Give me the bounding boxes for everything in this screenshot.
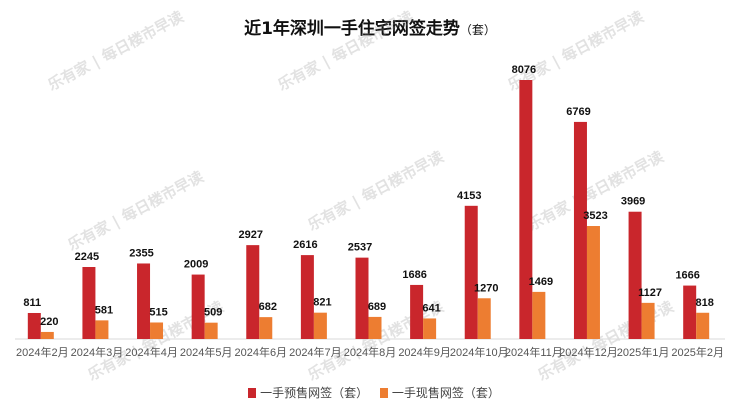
x-tick-label: 2024年5月 <box>180 345 233 359</box>
x-tick-label: 2024年9月 <box>398 345 451 359</box>
bar-spot <box>423 318 437 339</box>
legend-swatch-presale <box>248 388 257 398</box>
data-label: 2009 <box>184 259 208 271</box>
bar-presale <box>27 312 41 339</box>
bar-spot <box>150 322 164 339</box>
bar-presale <box>82 267 96 339</box>
title-unit: （套） <box>459 23 496 37</box>
legend-label-presale: 一手预售网签（套） <box>260 386 369 400</box>
data-label: 8076 <box>512 64 536 76</box>
legend-swatch-spot <box>379 388 388 398</box>
bar-presale <box>410 284 424 339</box>
legend-label-spot: 一手现售网签（套） <box>391 386 500 400</box>
data-label: 2537 <box>348 242 372 254</box>
bar-presale <box>246 245 260 339</box>
bar-presale <box>573 121 587 339</box>
data-label: 509 <box>204 307 222 319</box>
title-text: 近1年深圳一手住宅网签走势 <box>244 19 460 39</box>
data-label: 682 <box>259 301 277 313</box>
bar-presale <box>300 255 314 339</box>
bar-spot <box>40 331 54 339</box>
bar-spot <box>95 320 109 339</box>
bar-presale <box>683 285 697 339</box>
data-label: 2616 <box>293 239 317 251</box>
bar-spot <box>477 298 491 339</box>
bar-spot <box>313 312 327 339</box>
data-label: 1270 <box>474 282 498 294</box>
data-label: 6769 <box>566 106 590 118</box>
bar-spot <box>204 322 218 339</box>
data-label: 821 <box>313 297 331 309</box>
data-label: 2245 <box>75 251 99 263</box>
bar-spot <box>641 302 655 339</box>
bar-presale <box>137 263 151 339</box>
data-label: 1666 <box>675 270 699 282</box>
x-tick-label: 2024年6月 <box>234 345 287 359</box>
data-label: 811 <box>23 297 41 309</box>
data-label: 515 <box>149 306 167 318</box>
data-label: 2355 <box>129 247 153 259</box>
x-tick-label: 2025年1月 <box>617 345 670 359</box>
bar-spot <box>586 226 600 339</box>
data-label: 1469 <box>529 276 553 288</box>
data-label: 1686 <box>402 269 426 281</box>
legend: 一手预售网签（套） 一手现售网签（套） <box>0 384 740 401</box>
x-tick-label: 2024年8月 <box>344 345 397 359</box>
bar-presale <box>355 257 369 339</box>
x-tick-label: 2024年2月 <box>16 345 69 359</box>
x-tick-label: 2024年7月 <box>289 345 342 359</box>
x-tick-label: 2024年11月 <box>505 345 563 359</box>
x-tick-label: 2024年12月 <box>559 345 618 359</box>
data-label: 4153 <box>457 190 481 202</box>
bar-spot <box>532 291 546 339</box>
bar-presale <box>628 211 642 339</box>
bar-spot <box>368 316 382 339</box>
bar-spot <box>259 317 273 339</box>
data-label: 2927 <box>239 229 263 241</box>
bar-spot <box>696 312 710 339</box>
data-label: 220 <box>40 316 58 328</box>
data-label: 1127 <box>638 287 662 299</box>
data-label: 641 <box>422 302 440 314</box>
data-label: 3969 <box>621 196 645 208</box>
x-tick-label: 2025年2月 <box>671 345 724 359</box>
x-tick-label: 2024年10月 <box>450 345 509 359</box>
chart-title: 近1年深圳一手住宅网签走势（套） <box>0 14 740 39</box>
bar-presale <box>464 205 478 339</box>
x-tick-label: 2024年3月 <box>71 345 124 359</box>
data-label: 689 <box>368 301 386 313</box>
bar-presale <box>191 274 205 339</box>
data-label: 581 <box>95 304 113 316</box>
data-label: 818 <box>696 297 714 309</box>
x-tick-label: 2024年4月 <box>125 345 178 359</box>
data-label: 3523 <box>583 210 607 222</box>
bar-presale <box>519 80 533 339</box>
